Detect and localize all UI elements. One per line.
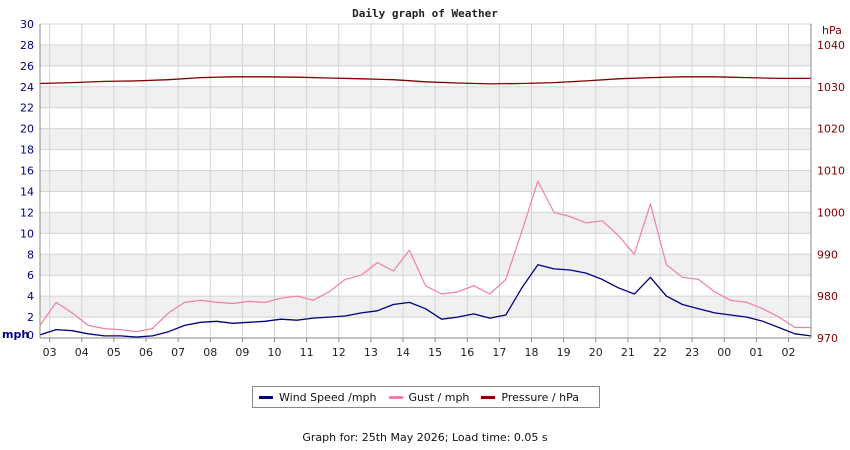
x-tick-label: 00 xyxy=(717,346,731,359)
x-tick-label: 15 xyxy=(428,346,442,359)
x-tick-label: 21 xyxy=(621,346,635,359)
left-tick-label: 28 xyxy=(20,39,34,52)
series-layer xyxy=(39,76,812,338)
x-tick-label: 22 xyxy=(653,346,667,359)
left-tick-label: 18 xyxy=(20,144,34,157)
x-tick-label: 01 xyxy=(749,346,763,359)
x-tick-label: 09 xyxy=(235,346,249,359)
x-tick-label: 04 xyxy=(75,346,89,359)
x-tick-label: 19 xyxy=(557,346,571,359)
grid-band xyxy=(40,296,811,318)
series-line-pressure xyxy=(39,76,811,85)
x-tick-label: 16 xyxy=(460,346,474,359)
left-tick-label: 8 xyxy=(27,248,34,261)
left-tick-label: 12 xyxy=(20,206,34,219)
right-tick-label: 970 xyxy=(817,332,838,345)
footer-info: Graph for: 25th May 2026; Load time: 0.0… xyxy=(302,431,548,444)
x-tick-label: 17 xyxy=(492,346,506,359)
x-tick-label: 03 xyxy=(43,346,57,359)
x-tick-label: 23 xyxy=(685,346,699,359)
legend-swatch-gust xyxy=(388,395,403,399)
x-tick-label: 07 xyxy=(171,346,185,359)
left-tick-label: 24 xyxy=(20,81,34,94)
chart-legend: Wind Speed /mph Gust / mph Pressure / hP… xyxy=(252,386,600,408)
series-line-gust xyxy=(39,180,811,333)
x-tick-label: 10 xyxy=(268,346,282,359)
grid-bands xyxy=(40,44,811,318)
x-tick-label: 18 xyxy=(525,346,539,359)
left-tick-label: 0 xyxy=(27,329,34,342)
x-tick-label: 13 xyxy=(364,346,378,359)
right-axis-ticks: 970 980 990 1000 1010 1020 1030 1040 xyxy=(817,39,845,345)
left-tick-label: 14 xyxy=(20,185,34,198)
right-tick-label: 1020 xyxy=(817,123,845,136)
left-tick-label: 26 xyxy=(20,60,34,73)
x-tick-label: 12 xyxy=(332,346,346,359)
grid-band xyxy=(40,212,811,234)
series-line-wind xyxy=(39,264,812,338)
chart-title: Daily graph of Weather xyxy=(352,7,498,20)
right-tick-label: 980 xyxy=(817,290,838,303)
legend-item-wind: Wind Speed /mph xyxy=(259,391,377,404)
right-axis-unit: hPa xyxy=(822,24,842,37)
x-tick-label: 20 xyxy=(589,346,603,359)
right-tick-label: 990 xyxy=(817,248,838,261)
right-tick-label: 1010 xyxy=(817,165,845,178)
x-axis-ticks: 03 04 05 06 07 08 09 10 11 12 13 14 15 16 17 18 19 20 21 22… xyxy=(43,338,796,359)
x-tick-label: 06 xyxy=(139,346,153,359)
right-tick-label: 1030 xyxy=(817,81,845,94)
x-tick-label: 14 xyxy=(396,346,410,359)
legend-item-gust: Gust / mph xyxy=(388,390,470,404)
left-tick-label: 10 xyxy=(20,227,34,240)
axes xyxy=(39,24,812,339)
grid-band xyxy=(40,86,811,108)
left-tick-label: 2 xyxy=(27,311,34,324)
x-tick-label: 11 xyxy=(300,346,314,359)
left-tick-label: 22 xyxy=(20,102,34,115)
right-tick-label: 1040 xyxy=(817,39,845,52)
legend-item-pressure: Pressure / hPa xyxy=(481,391,579,404)
right-tick-label: 1000 xyxy=(817,206,845,219)
legend-label-wind: Wind Speed /mph xyxy=(279,390,377,404)
legend-swatch-wind xyxy=(259,395,273,399)
legend-label-gust: Gust / mph xyxy=(408,390,470,404)
grid-band xyxy=(40,254,811,276)
legend-label-pressure: Pressure / hPa xyxy=(501,390,579,404)
grid-band xyxy=(40,170,811,192)
grid-band xyxy=(40,128,811,150)
left-tick-label: 4 xyxy=(27,290,34,303)
legend-swatch-pressure xyxy=(481,395,496,399)
left-tick-label: 30 xyxy=(20,18,34,31)
grid-band xyxy=(40,44,811,66)
left-tick-label: 20 xyxy=(20,123,34,136)
left-tick-label: 16 xyxy=(20,165,34,178)
left-axis-unit: mph xyxy=(2,328,29,341)
x-tick-label: 02 xyxy=(782,346,796,359)
x-tick-label: 08 xyxy=(203,346,217,359)
left-tick-label: 6 xyxy=(27,269,34,282)
x-tick-label: 05 xyxy=(107,346,121,359)
vertical-grid xyxy=(49,24,790,338)
